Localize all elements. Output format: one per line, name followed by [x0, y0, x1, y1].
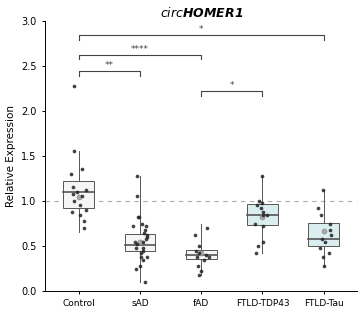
Bar [125, 234, 155, 252]
Point [260, 209, 266, 214]
Point [74, 189, 79, 194]
Point [139, 221, 144, 226]
Point [79, 167, 85, 172]
Point [260, 200, 265, 205]
Point [71, 149, 77, 154]
Point [315, 206, 321, 211]
Point [322, 239, 328, 244]
Text: **: ** [105, 61, 114, 70]
Title: $\it{circ}$$\bfit{HOMER1}$: $\it{circ}$$\bfit{HOMER1}$ [160, 6, 243, 19]
Point [321, 263, 327, 268]
Point [143, 279, 148, 284]
Point [259, 173, 265, 178]
Bar [309, 223, 339, 246]
Point [83, 208, 89, 213]
Point [194, 254, 200, 259]
Bar [63, 181, 94, 208]
Point [196, 251, 201, 256]
Point [68, 171, 74, 176]
Point [134, 242, 140, 247]
Point [201, 257, 207, 262]
Point [260, 239, 266, 244]
Point [81, 225, 87, 230]
Point [140, 257, 146, 262]
Y-axis label: Relative Expression: Relative Expression [5, 105, 16, 207]
Point [138, 254, 144, 259]
Point [135, 215, 140, 220]
Point [71, 198, 77, 203]
Point [144, 254, 150, 259]
Point [142, 227, 148, 232]
Point [260, 212, 266, 217]
Point [144, 233, 150, 238]
Point [134, 194, 139, 199]
Point [204, 225, 210, 230]
Point [71, 83, 77, 88]
Text: *: * [199, 25, 203, 34]
Point [319, 236, 325, 241]
Point [77, 203, 83, 208]
Point [143, 224, 149, 229]
Point [196, 263, 201, 268]
Point [138, 251, 144, 256]
Point [134, 173, 140, 178]
Point [196, 272, 202, 277]
Point [133, 266, 139, 271]
Point [328, 233, 334, 238]
Point [136, 215, 142, 220]
Point [254, 203, 260, 208]
Point [327, 221, 333, 226]
Point [77, 212, 83, 217]
Point [130, 224, 136, 229]
Point [69, 209, 74, 214]
Point [137, 263, 143, 268]
Point [83, 188, 89, 193]
Point [260, 224, 266, 229]
Point [320, 188, 326, 193]
Bar [186, 250, 216, 259]
Text: *: * [229, 81, 234, 90]
Point [196, 244, 202, 249]
Point [197, 269, 203, 274]
Point [320, 254, 326, 259]
Point [258, 206, 264, 211]
Point [140, 245, 146, 250]
Point [252, 221, 258, 226]
Point [264, 212, 270, 217]
Point [206, 254, 212, 259]
Point [253, 251, 259, 256]
Point [203, 252, 209, 257]
Point [133, 245, 139, 250]
Point [143, 236, 149, 241]
Point [132, 239, 138, 244]
Point [193, 248, 199, 253]
Point [141, 230, 147, 235]
Point [317, 245, 323, 250]
Text: ****: **** [131, 45, 149, 54]
Point [79, 194, 85, 199]
Point [140, 239, 146, 244]
Point [255, 244, 261, 249]
Point [70, 185, 76, 190]
Point [70, 191, 76, 196]
Point [256, 198, 261, 203]
Point [82, 218, 87, 223]
Bar [247, 204, 278, 225]
Point [140, 248, 146, 253]
Point [144, 235, 150, 240]
Point [327, 227, 333, 232]
Point [192, 233, 197, 238]
Point [327, 251, 333, 256]
Point [318, 212, 324, 217]
